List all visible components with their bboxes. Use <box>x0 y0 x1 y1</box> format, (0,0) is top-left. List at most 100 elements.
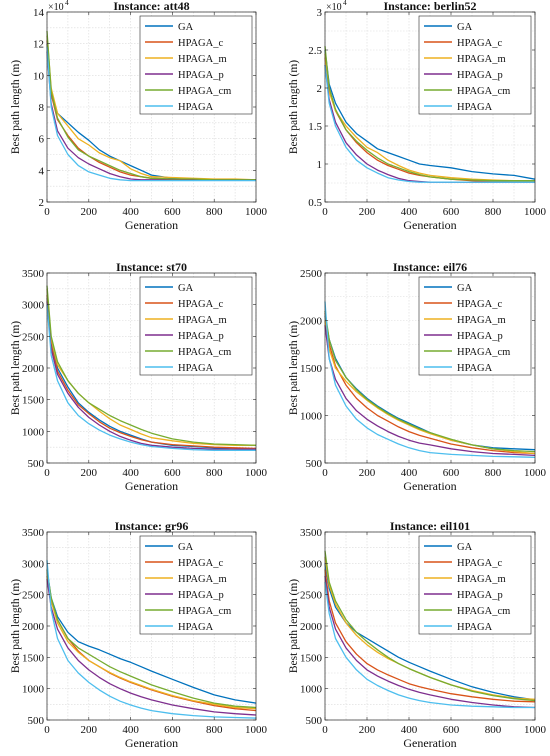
legend-box <box>139 535 253 635</box>
legend: GA HPAGA_c HPAGA_m HPAGA_p HPAGA_cm HPAGA <box>139 276 253 376</box>
y-tick-label: 500 <box>306 715 323 727</box>
legend-label: HPAGA_c <box>457 38 502 49</box>
x-tick-label: 800 <box>485 467 502 479</box>
legend-label: HPAGA_cm <box>178 347 231 358</box>
y-tick-label: 2000 <box>22 363 45 375</box>
legend-label: GA <box>457 22 473 33</box>
legend-label: HPAGA_m <box>457 54 506 65</box>
legend-label: HPAGA_m <box>457 315 506 326</box>
legend-label: GA <box>178 542 194 553</box>
chart-panel: 0 200 400 600 800 1000 500 1000 1500 2000 2500 3000… <box>10 260 268 493</box>
y-tick-label: 1500 <box>300 363 323 375</box>
y-tick-label: 1 <box>317 159 323 171</box>
x-tick-label: 400 <box>401 724 418 736</box>
y-tick-label: 3500 <box>300 527 323 539</box>
y-tick-label: 500 <box>306 458 323 470</box>
x-axis-label: Generation <box>125 736 178 750</box>
y-axis-label: Best path length (m) <box>10 321 22 415</box>
legend: GA HPAGA_c HPAGA_m HPAGA_p HPAGA_cm HPAGA <box>418 276 532 376</box>
legend-box <box>139 276 253 376</box>
legend-label: HPAGA_p <box>178 331 224 342</box>
x-tick-label: 400 <box>401 467 418 479</box>
axis-exponent-power: 4 <box>65 0 69 7</box>
x-tick-label: 400 <box>401 206 418 218</box>
chart-title: Instance: eil76 <box>393 260 467 274</box>
legend-label: HPAGA <box>178 363 214 374</box>
x-tick-label: 600 <box>164 467 181 479</box>
x-tick-label: 1000 <box>524 724 547 736</box>
y-tick-label: 1000 <box>22 684 45 696</box>
y-tick-label: 2500 <box>300 268 323 280</box>
y-axis-label: Best path length (m) <box>288 321 300 415</box>
y-tick-label: 2 <box>39 197 45 209</box>
y-axis-label: Best path length (m) <box>288 579 300 673</box>
legend-label: HPAGA_cm <box>178 86 231 97</box>
x-tick-label: 600 <box>443 467 460 479</box>
legend-label: HPAGA_p <box>178 590 224 601</box>
legend-label: HPAGA_m <box>178 574 227 585</box>
legend-label: HPAGA_c <box>457 558 502 569</box>
series-line-hpaga-p <box>324 575 536 709</box>
y-tick-label: 1000 <box>300 411 323 423</box>
y-tick-label: 2000 <box>300 621 323 633</box>
x-tick-label: 400 <box>122 467 139 479</box>
x-tick-label: 0 <box>44 724 50 736</box>
legend: GA HPAGA_c HPAGA_m HPAGA_p HPAGA_cm HPAGA <box>418 15 532 115</box>
legend-label: GA <box>457 542 473 553</box>
legend-label: HPAGA_c <box>178 558 223 569</box>
y-tick-label: 1000 <box>22 426 45 438</box>
y-tick-label: 2500 <box>22 590 45 602</box>
y-axis-label: Best path length (m) <box>288 60 300 154</box>
series-line-hpaga <box>324 65 535 183</box>
y-tick-label: 500 <box>28 458 45 470</box>
y-tick-label: 1000 <box>300 684 323 696</box>
y-tick-label: 14 <box>33 7 45 19</box>
x-tick-label: 800 <box>485 724 502 736</box>
series-line-hpaga-p <box>324 325 536 457</box>
y-tick-label: 2000 <box>22 621 45 633</box>
x-tick-label: 400 <box>122 724 139 736</box>
x-tick-label: 800 <box>485 206 502 218</box>
axis-exponent: ×10 <box>48 2 64 13</box>
series-line-hpaga-cm <box>46 30 256 181</box>
series-line-hpaga-cm <box>324 310 536 453</box>
legend-label: HPAGA_m <box>178 54 227 65</box>
x-tick-label: 1000 <box>524 206 547 218</box>
x-tick-label: 800 <box>206 724 223 736</box>
chart-title: Instance: gr96 <box>115 519 189 533</box>
legend-label: HPAGA <box>457 622 493 633</box>
x-tick-label: 600 <box>443 206 460 218</box>
y-tick-label: 3500 <box>22 268 45 280</box>
series-line-hpaga <box>46 304 256 451</box>
y-tick-label: 2000 <box>300 316 323 328</box>
series-line-hpaga <box>46 46 256 182</box>
legend-label: HPAGA_cm <box>178 606 231 617</box>
x-tick-label: 400 <box>122 206 139 218</box>
legend: GA HPAGA_c HPAGA_m HPAGA_p HPAGA_cm HPAGA <box>139 15 253 115</box>
legend-box <box>418 276 532 376</box>
legend-label: HPAGA <box>457 102 493 113</box>
legend-label: HPAGA_cm <box>457 606 510 617</box>
x-tick-label: 1000 <box>245 467 268 479</box>
series-line-hpaga-c <box>324 312 536 455</box>
y-tick-label: 6 <box>39 134 45 146</box>
legend-label: HPAGA_p <box>178 70 224 81</box>
y-tick-label: 500 <box>28 715 45 727</box>
x-tick-label: 600 <box>164 206 181 218</box>
y-tick-label: 2500 <box>22 331 45 343</box>
legend-label: HPAGA_c <box>457 299 502 310</box>
x-tick-label: 1000 <box>524 467 547 479</box>
chart-panel: 0 200 400 600 800 1000 500 1000 1500 2000 2500 3000… <box>288 519 547 750</box>
legend: GA HPAGA_c HPAGA_m HPAGA_p HPAGA_cm HPAGA <box>418 535 532 635</box>
legend-box <box>139 15 253 115</box>
legend-label: GA <box>178 283 194 294</box>
legend-label: HPAGA_p <box>457 70 503 81</box>
series-line-hpaga-m <box>46 35 257 181</box>
y-tick-label: 3 <box>317 7 323 19</box>
y-tick-label: 2.5 <box>308 45 322 57</box>
y-tick-label: 2 <box>317 83 323 95</box>
series-line-ga <box>46 569 257 704</box>
chart-panel: 0 200 400 600 800 1000 500 1000 1500 2000 2500 Inst… <box>288 260 547 493</box>
x-tick-label: 200 <box>81 467 98 479</box>
